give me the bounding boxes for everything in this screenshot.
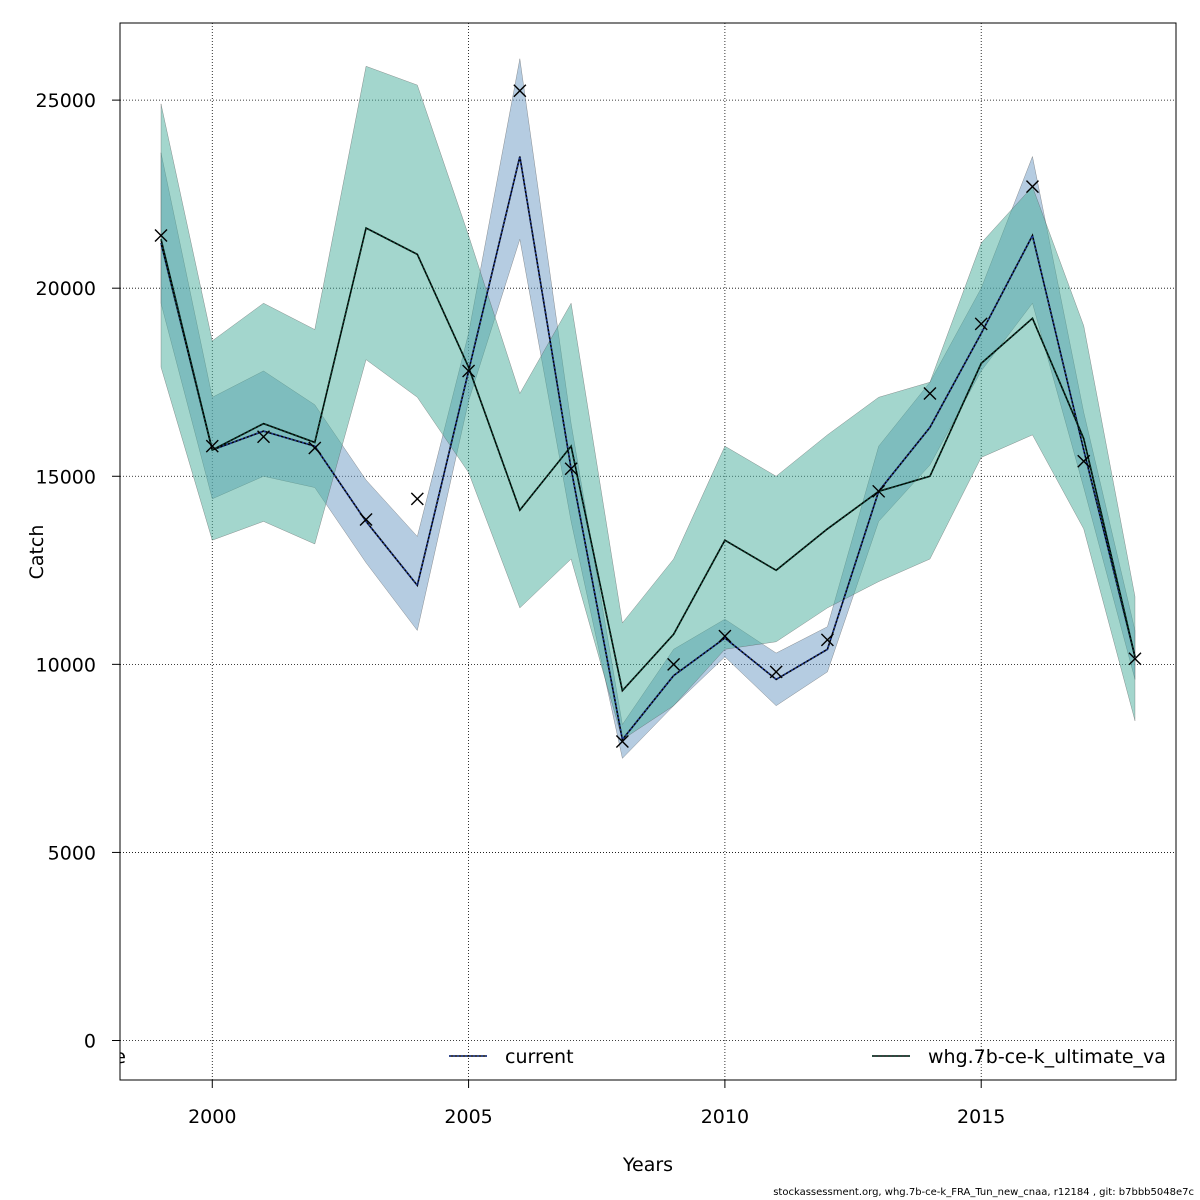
y-tick-label: 25000 bbox=[36, 90, 96, 112]
observed-point bbox=[667, 657, 681, 671]
legend: e current whg.7b-ce-k_ultimate_va bbox=[114, 1046, 1166, 1068]
observed-point bbox=[410, 492, 424, 506]
observed-point bbox=[359, 513, 373, 527]
observed-point-stroke bbox=[359, 513, 373, 527]
y-tick-label: 10000 bbox=[36, 654, 96, 676]
observed-point-stroke bbox=[1077, 454, 1091, 468]
y-axis-title: Catch bbox=[26, 525, 48, 580]
series-lines bbox=[160, 156, 1136, 742]
grid-lines bbox=[120, 23, 1176, 1080]
observed-point bbox=[1025, 180, 1039, 194]
observed-point-stroke bbox=[820, 633, 834, 647]
observed-point bbox=[257, 430, 271, 444]
observed-point bbox=[718, 629, 732, 643]
observed-markers bbox=[154, 84, 1142, 748]
observed-point-stroke bbox=[1025, 180, 1039, 194]
observed-point bbox=[615, 734, 629, 748]
observed-point bbox=[769, 665, 783, 679]
observed-point bbox=[154, 229, 168, 243]
y-axis: 0 5000 10000 15000 20000 25000 bbox=[36, 90, 120, 1053]
observed-point bbox=[513, 84, 527, 98]
legend-label-1: current bbox=[505, 1046, 574, 1068]
observed-point bbox=[564, 462, 578, 476]
observed-point-stroke bbox=[667, 657, 681, 671]
plot-frame bbox=[119, 22, 1177, 1081]
observed-point bbox=[205, 439, 219, 453]
observed-point-stroke bbox=[718, 629, 732, 643]
legend-label-2: whg.7b-ce-k_ultimate_va bbox=[928, 1046, 1166, 1068]
observed-point bbox=[974, 317, 988, 331]
observed-point-stroke bbox=[1128, 652, 1142, 666]
series-line-dotted-1 bbox=[160, 156, 1136, 742]
x-axis: 2000 2005 2010 2015 bbox=[188, 1080, 1005, 1128]
observed-point bbox=[1077, 454, 1091, 468]
x-tick-label: 2000 bbox=[188, 1106, 236, 1128]
observed-point-stroke bbox=[564, 462, 578, 476]
observed-point-stroke bbox=[974, 317, 988, 331]
footer-caption: stockassessment.org, whg.7b-ce-k_FRA_Tun… bbox=[773, 1187, 1194, 1198]
y-tick-label: 5000 bbox=[48, 842, 96, 864]
observed-point bbox=[308, 441, 322, 455]
x-axis-title: Years bbox=[622, 1154, 673, 1176]
observed-point bbox=[1128, 652, 1142, 666]
observed-point bbox=[872, 484, 886, 498]
observed-point-stroke bbox=[872, 484, 886, 498]
observed-point bbox=[923, 387, 937, 401]
confidence-band-2 bbox=[160, 65, 1136, 740]
y-tick-label: 20000 bbox=[36, 278, 96, 300]
observed-point-stroke bbox=[923, 387, 937, 401]
observed-point-stroke bbox=[410, 492, 424, 506]
observed-point-stroke bbox=[769, 665, 783, 679]
x-tick-label: 2015 bbox=[957, 1106, 1005, 1128]
observed-point bbox=[462, 364, 476, 378]
y-tick-label: 15000 bbox=[36, 466, 96, 488]
observed-point bbox=[820, 633, 834, 647]
observed-point-stroke bbox=[154, 229, 168, 243]
x-tick-label: 2005 bbox=[444, 1106, 492, 1128]
observed-point-stroke bbox=[462, 364, 476, 378]
observed-point-stroke bbox=[308, 441, 322, 455]
confidence-bands bbox=[160, 58, 1136, 759]
observed-point-stroke bbox=[615, 734, 629, 748]
observed-point-stroke bbox=[513, 84, 527, 98]
observed-point-stroke bbox=[205, 439, 219, 453]
y-tick-label: 0 bbox=[84, 1031, 96, 1053]
observed-point-stroke bbox=[257, 430, 271, 444]
x-tick-label: 2010 bbox=[701, 1106, 749, 1128]
legend-label-clipped: e bbox=[114, 1046, 126, 1068]
series-line-dotted-2 bbox=[160, 226, 1136, 693]
